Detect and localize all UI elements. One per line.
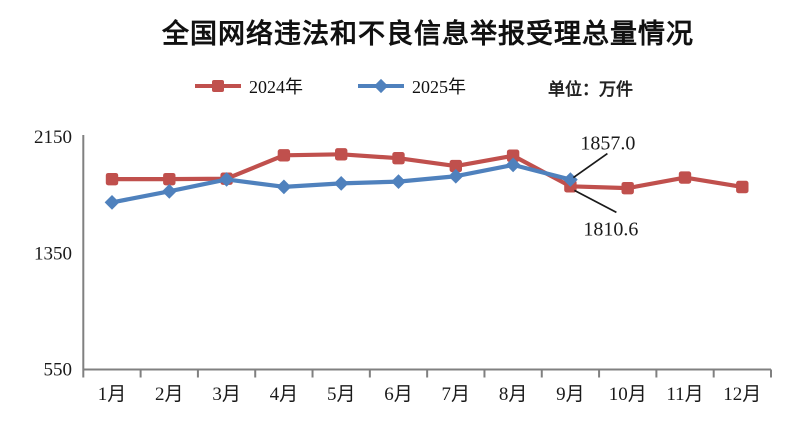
square-marker-icon <box>449 159 462 173</box>
y-tick-label: 1350 <box>34 243 72 264</box>
x-tick-label: 5月 <box>327 384 356 405</box>
x-tick-label: 7月 <box>442 384 471 405</box>
legend-item-2025: 2025年 <box>358 72 466 100</box>
x-tick-label: 11月 <box>666 384 703 405</box>
x-tick-label: 1月 <box>98 384 127 405</box>
annotation-leader-line <box>574 189 617 214</box>
chart-title: 全国网络违法和不良信息举报受理总量情况 <box>162 19 694 49</box>
x-tick-label: 3月 <box>212 384 241 405</box>
diamond-marker-icon <box>161 183 177 199</box>
legend-label-2024: 2024年 <box>249 77 303 97</box>
annotation-1810.6: 1810.6 <box>583 218 638 240</box>
x-tick-label: 6月 <box>384 384 413 405</box>
x-tick-label: 4月 <box>270 384 299 405</box>
square-marker-icon <box>277 149 291 162</box>
line-square-marker-icon <box>195 84 241 88</box>
diamond-marker-icon <box>505 157 521 173</box>
y-tick-label: 550 <box>44 360 73 381</box>
square-marker-icon <box>163 172 176 186</box>
square-marker-icon <box>506 149 520 162</box>
diamond-marker-icon <box>391 174 406 189</box>
x-tick-label: 12月 <box>723 384 761 405</box>
x-tick-label: 10月 <box>609 384 647 405</box>
x-tick-label: 9月 <box>556 384 585 405</box>
diamond-marker-icon <box>276 179 292 195</box>
square-marker-icon <box>335 148 348 161</box>
square-marker-icon <box>621 181 634 195</box>
x-tick-label: 8月 <box>499 384 528 405</box>
unit-label: 单位：万件 <box>548 80 633 99</box>
line-diamond-marker-icon <box>358 84 404 88</box>
legend: 2024年 2025年 单位：万件 <box>0 72 812 100</box>
diamond-marker-icon <box>333 176 349 191</box>
diamond-marker-icon <box>104 195 120 210</box>
diamond-marker-icon <box>448 168 464 184</box>
diamond-marker-icon <box>563 172 578 187</box>
x-tick-label: 2月 <box>155 384 184 405</box>
square-marker-icon <box>678 171 692 184</box>
legend-label-2025: 2025年 <box>412 77 466 97</box>
square-marker-icon <box>392 152 405 165</box>
annotation-1857.0: 1857.0 <box>580 133 635 155</box>
series-line-2024年 <box>109 152 745 191</box>
annotation-leader-line <box>572 152 608 179</box>
legend-item-2024: 2024年 <box>195 72 303 100</box>
y-tick-label: 2150 <box>34 127 72 148</box>
square-marker-icon <box>105 172 119 186</box>
square-marker-icon <box>736 180 749 194</box>
